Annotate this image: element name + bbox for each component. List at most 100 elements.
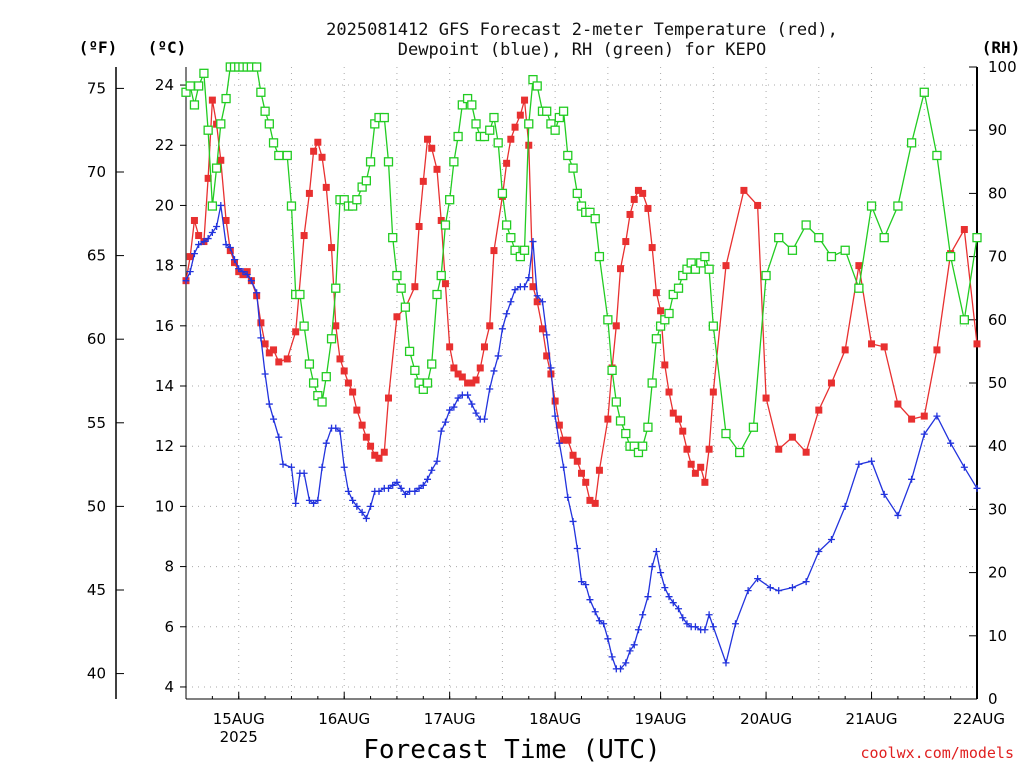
- data-point-0-99: [652, 289, 660, 297]
- data-point-0-18: [261, 340, 269, 348]
- data-point-1-77: [525, 274, 533, 282]
- data-point-2-40: [361, 176, 371, 186]
- data-point-2-97: [615, 416, 626, 426]
- data-point-2-31: [321, 372, 331, 382]
- data-point-1-35: [340, 463, 348, 471]
- data-point-2-133: [906, 138, 917, 148]
- fahrenheit-tick-label-4: 60: [87, 330, 106, 348]
- data-point-1-136: [920, 430, 928, 438]
- data-point-1-64: [468, 400, 476, 408]
- data-point-2-76: [519, 245, 530, 255]
- celsius-tick-label-10: 24: [155, 76, 174, 94]
- rh-tick-label-6: 60: [988, 311, 1007, 329]
- data-point-2-1: [185, 81, 195, 91]
- fahrenheit-tick-label-2: 50: [87, 497, 106, 515]
- data-point-1-46: [389, 481, 397, 489]
- data-point-0-64: [490, 247, 498, 255]
- data-point-1-84: [555, 439, 563, 447]
- data-point-1-24: [292, 499, 300, 507]
- data-point-1-15: [247, 277, 255, 285]
- data-point-1-51: [411, 487, 419, 495]
- data-point-1-79: [533, 292, 541, 300]
- data-point-1-119: [709, 623, 717, 631]
- data-point-1-118: [705, 611, 713, 619]
- data-point-2-136: [945, 251, 956, 262]
- data-point-2-70: [493, 138, 503, 148]
- data-point-1-13: [239, 268, 247, 276]
- data-point-0-26: [310, 147, 318, 155]
- data-point-2-117: [704, 264, 714, 274]
- series-line-0: [185, 99, 978, 505]
- data-point-2-33: [331, 283, 341, 293]
- fahrenheit-tick-label-3: 55: [87, 414, 106, 432]
- fahrenheit-tick-label-7: 75: [87, 79, 106, 97]
- data-point-1-135: [908, 475, 916, 483]
- data-point-1-55: [428, 466, 436, 474]
- data-point-0-70: [521, 96, 529, 104]
- data-point-2-72: [501, 220, 512, 230]
- data-point-2-116: [700, 251, 710, 262]
- data-point-2-6: [207, 201, 218, 211]
- data-point-2-30: [317, 397, 327, 407]
- data-point-1-61: [454, 394, 462, 402]
- data-point-1-126: [788, 584, 796, 592]
- data-point-1-40: [362, 514, 370, 522]
- data-point-0-56: [454, 370, 462, 378]
- data-point-0-31: [332, 322, 340, 330]
- data-point-0-100: [657, 307, 665, 315]
- data-point-0-55: [450, 364, 458, 372]
- data-point-0-81: [569, 451, 577, 459]
- data-point-1-91: [586, 596, 594, 604]
- data-point-2-83: [550, 125, 560, 135]
- data-point-2-120: [735, 447, 745, 458]
- data-point-0-66: [503, 159, 511, 167]
- data-point-2-96: [611, 397, 621, 407]
- data-point-0-75: [543, 352, 551, 360]
- data-point-1-57: [437, 427, 445, 435]
- data-point-2-126: [814, 232, 824, 243]
- data-point-1-131: [855, 460, 863, 468]
- data-point-2-86: [563, 150, 573, 161]
- data-point-2-55: [427, 359, 437, 369]
- data-point-0-77: [551, 397, 559, 405]
- data-point-2-74: [510, 245, 520, 255]
- unit-label-rh: (RH): [982, 38, 1021, 57]
- data-point-0-96: [639, 189, 647, 197]
- data-point-2-50: [404, 346, 415, 357]
- data-point-0-51: [433, 165, 441, 173]
- data-point-1-73: [507, 298, 515, 306]
- rh-tick-label-1: 10: [988, 627, 1007, 645]
- data-point-0-78: [555, 421, 563, 429]
- data-point-1-28: [310, 499, 318, 507]
- data-point-1-30: [318, 463, 326, 471]
- data-point-2-44: [379, 112, 389, 123]
- data-point-0-90: [612, 322, 620, 330]
- data-point-2-49: [400, 302, 411, 312]
- data-point-0-58: [464, 379, 472, 387]
- x-tick-label-6: 21AUG: [846, 710, 898, 728]
- data-point-1-65: [472, 409, 480, 417]
- data-point-1-29: [314, 496, 322, 504]
- data-point-1-105: [648, 563, 656, 571]
- series-rh: [181, 62, 982, 458]
- data-point-0-126: [894, 400, 902, 408]
- data-point-0-114: [740, 186, 748, 194]
- data-point-2-132: [893, 201, 903, 211]
- data-point-1-12: [235, 265, 243, 273]
- data-point-1-2: [190, 250, 198, 258]
- chart-title-line-1: 2025081412 GFS Forecast 2-meter Temperat…: [326, 20, 838, 40]
- rh-tick-label-7: 70: [988, 248, 1007, 266]
- rh-tick-label-5: 50: [988, 374, 1007, 392]
- data-point-0-82: [573, 457, 581, 465]
- data-point-0-1: [186, 253, 194, 261]
- data-point-2-45: [383, 157, 394, 167]
- data-point-0-68: [511, 123, 519, 131]
- data-point-2-67: [479, 131, 490, 142]
- data-point-1-127: [802, 578, 810, 586]
- data-point-0-98: [648, 244, 656, 252]
- data-point-0-103: [669, 409, 677, 417]
- rh-tick-label-2: 20: [988, 564, 1007, 582]
- data-point-1-98: [617, 665, 625, 673]
- data-point-1-56: [433, 457, 441, 465]
- data-point-2-48: [396, 283, 406, 293]
